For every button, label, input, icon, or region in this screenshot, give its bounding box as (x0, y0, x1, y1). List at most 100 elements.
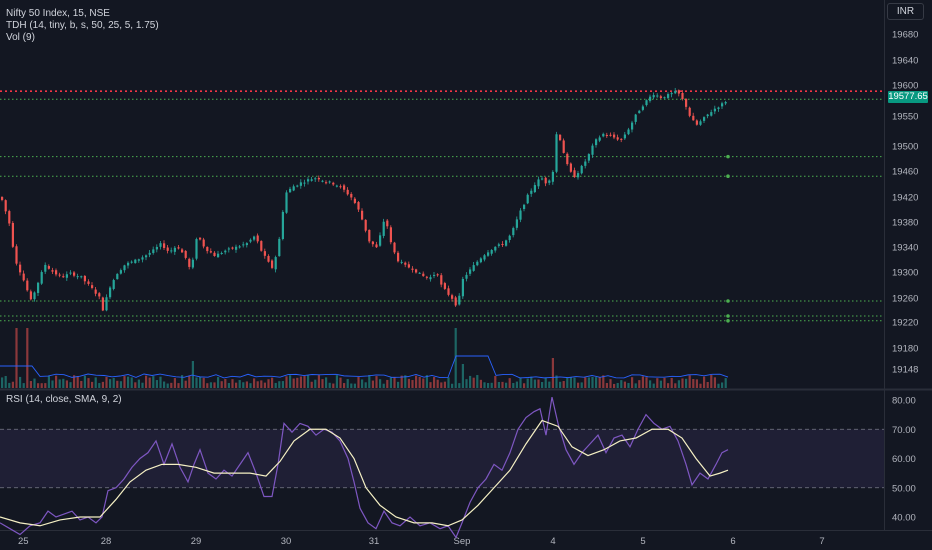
symbol-legend[interactable]: Nifty 50 Index, 15, NSE (6, 8, 110, 19)
candle-body[interactable] (69, 272, 72, 274)
candle-body[interactable] (195, 239, 198, 259)
candle-body[interactable] (638, 110, 641, 114)
candle-body[interactable] (562, 140, 565, 153)
candle-body[interactable] (155, 246, 158, 250)
candle-body[interactable] (58, 274, 61, 276)
candle-body[interactable] (613, 134, 616, 138)
candle-body[interactable] (202, 239, 205, 247)
candle-body[interactable] (242, 244, 245, 246)
candle-body[interactable] (19, 264, 22, 273)
candle-body[interactable] (22, 273, 25, 281)
candle-body[interactable] (307, 179, 310, 182)
candle-body[interactable] (692, 115, 695, 121)
candle-body[interactable] (674, 90, 677, 94)
candle-body[interactable] (451, 295, 454, 299)
candle-body[interactable] (51, 270, 54, 272)
candle-body[interactable] (98, 293, 101, 297)
candle-body[interactable] (386, 220, 389, 227)
candle-body[interactable] (346, 189, 349, 195)
candle-body[interactable] (436, 274, 439, 276)
candle-body[interactable] (152, 249, 155, 254)
candle-body[interactable] (397, 252, 400, 262)
candle-body[interactable] (350, 193, 353, 198)
candle-body[interactable] (184, 250, 187, 258)
candle-body[interactable] (699, 121, 702, 125)
candle-body[interactable] (670, 93, 673, 95)
candle-body[interactable] (605, 134, 608, 136)
candle-body[interactable] (80, 276, 83, 278)
candle-body[interactable] (544, 177, 547, 184)
candle-body[interactable] (573, 170, 576, 178)
candle-body[interactable] (1, 197, 4, 200)
candle-body[interactable] (44, 264, 47, 272)
candle-body[interactable] (713, 108, 716, 112)
candle-body[interactable] (361, 210, 364, 220)
candle-body[interactable] (119, 270, 122, 274)
candle-body[interactable] (433, 274, 436, 276)
candle-body[interactable] (447, 288, 450, 295)
candle-body[interactable] (652, 95, 655, 98)
candle-body[interactable] (551, 171, 554, 182)
candle-body[interactable] (33, 292, 36, 300)
candle-body[interactable] (472, 265, 475, 271)
candle-body[interactable] (512, 228, 515, 236)
candle-body[interactable] (724, 102, 727, 104)
candle-body[interactable] (101, 297, 104, 311)
candle-body[interactable] (476, 261, 479, 266)
candle-body[interactable] (253, 236, 256, 240)
candle-body[interactable] (645, 100, 648, 106)
candle-body[interactable] (181, 249, 184, 253)
candle-body[interactable] (641, 106, 644, 110)
candle-body[interactable] (256, 235, 259, 242)
candle-body[interactable] (274, 257, 277, 270)
candle-body[interactable] (649, 96, 652, 101)
candle-body[interactable] (217, 253, 220, 258)
candle-body[interactable] (490, 249, 493, 254)
candle-body[interactable] (526, 194, 529, 204)
candle-body[interactable] (368, 229, 371, 242)
candle-body[interactable] (188, 258, 191, 267)
candle-body[interactable] (587, 154, 590, 161)
candle-body[interactable] (321, 180, 324, 182)
candle-body[interactable] (454, 297, 457, 306)
candle-body[interactable] (559, 134, 562, 141)
candle-body[interactable] (533, 185, 536, 193)
candle-body[interactable] (62, 276, 65, 278)
candle-body[interactable] (296, 185, 299, 187)
candle-body[interactable] (91, 285, 94, 288)
candle-body[interactable] (627, 129, 630, 135)
candle-body[interactable] (393, 242, 396, 253)
candle-body[interactable] (314, 178, 317, 180)
candle-body[interactable] (685, 98, 688, 107)
candle-body[interactable] (429, 277, 432, 280)
candle-body[interactable] (278, 238, 281, 257)
candle-body[interactable] (260, 241, 263, 251)
candle-body[interactable] (609, 134, 612, 136)
candle-body[interactable] (55, 270, 58, 275)
candle-body[interactable] (357, 202, 360, 210)
candle-body[interactable] (677, 90, 680, 94)
candle-body[interactable] (339, 186, 342, 188)
candle-body[interactable] (400, 261, 403, 263)
candle-body[interactable] (37, 282, 40, 293)
candle-body[interactable] (249, 239, 252, 242)
candle-body[interactable] (235, 246, 238, 250)
candle-body[interactable] (299, 182, 302, 186)
candle-body[interactable] (415, 269, 418, 273)
candle-body[interactable] (497, 244, 500, 246)
candle-body[interactable] (375, 244, 378, 248)
candle-body[interactable] (663, 97, 666, 99)
candle-body[interactable] (418, 272, 421, 274)
rsi-indicator-legend[interactable]: RSI (14, close, SMA, 9, 2) (6, 394, 122, 405)
candle-body[interactable] (631, 122, 634, 130)
candle-body[interactable] (227, 248, 230, 250)
candle-body[interactable] (458, 295, 461, 305)
rsi-sma-line[interactable] (0, 419, 729, 527)
candle-body[interactable] (73, 272, 76, 276)
candle-body[interactable] (577, 173, 580, 178)
candle-body[interactable] (659, 96, 662, 98)
candle-body[interactable] (11, 222, 14, 247)
candle-body[interactable] (519, 210, 522, 220)
candle-body[interactable] (141, 257, 144, 260)
